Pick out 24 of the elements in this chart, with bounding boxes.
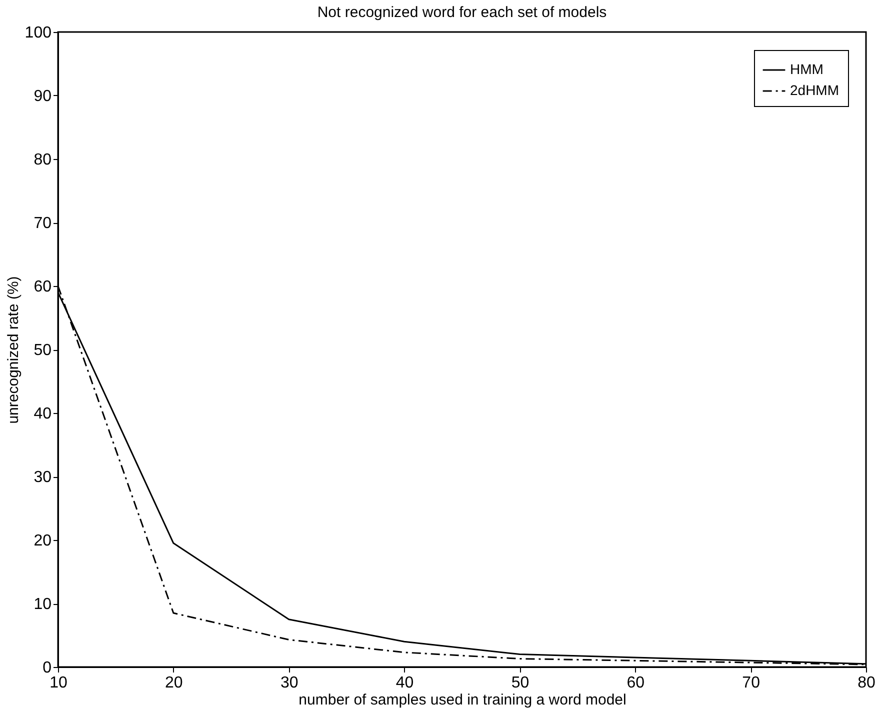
legend-label: 2dHMM [790, 82, 840, 98]
y-tick-label: 90 [34, 88, 52, 105]
x-tick-label: 30 [280, 674, 298, 692]
x-tick-label: 70 [742, 674, 760, 692]
y-tick-label: 10 [34, 596, 52, 613]
y-tick-label: 70 [34, 215, 52, 232]
y-tick-label: 20 [34, 532, 52, 550]
x-axis-title: number of samples used in training a word model [298, 692, 626, 708]
y-tick-label: 40 [34, 406, 52, 422]
y-tick-label: 80 [34, 152, 52, 168]
y-tick-label: 50 [34, 342, 52, 359]
y-tick-label: 0 [42, 660, 52, 676]
x-tick-label: 10 [50, 674, 68, 692]
y-tick-label: 30 [34, 469, 52, 486]
x-tick-label: 20 [165, 674, 183, 692]
x-tick-label: 40 [396, 674, 414, 692]
x-tick-label: 80 [858, 674, 876, 692]
y-axis-title: unrecognized rate (%) [4, 276, 22, 424]
y-tick-label: 100 [24, 24, 52, 42]
chart-title: Not recognized word for each set of models [317, 4, 607, 21]
x-tick-label: 50 [511, 674, 530, 692]
y-tick-label: 60 [34, 278, 52, 296]
legend-label: HMM [790, 61, 824, 77]
x-tick-label: 60 [626, 674, 645, 692]
